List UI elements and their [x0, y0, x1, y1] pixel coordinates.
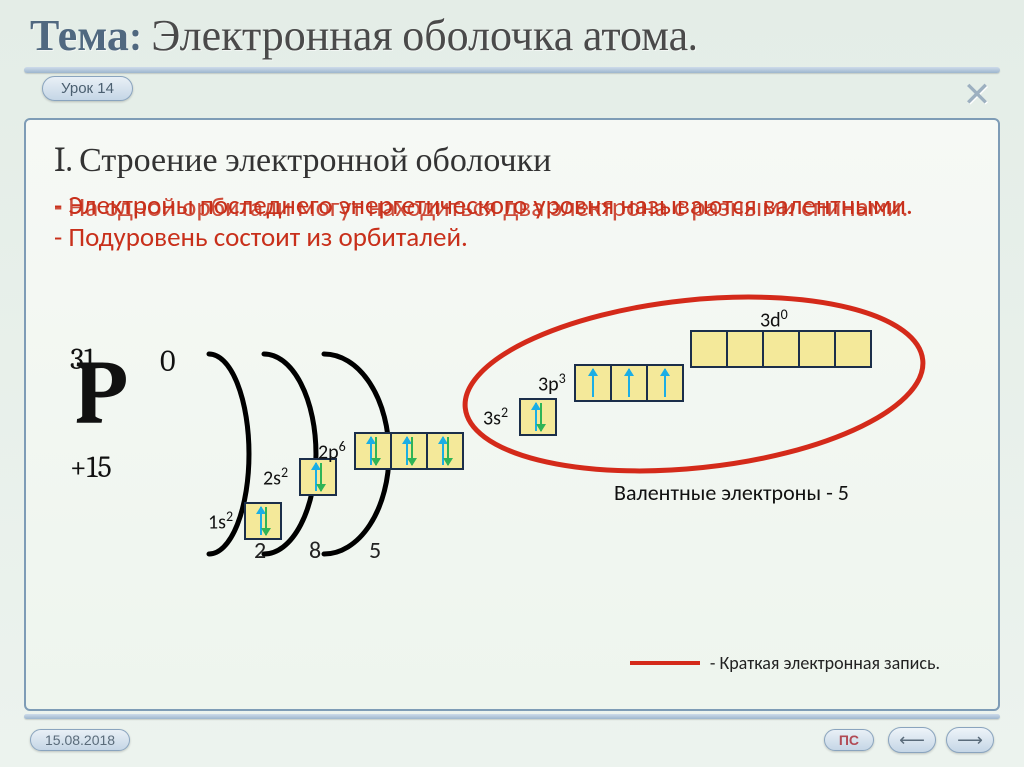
- date-badge: 15.08.2018: [30, 729, 130, 751]
- orbital-label: 2s2: [263, 464, 288, 491]
- arrow-right-icon: ⟶: [957, 730, 983, 751]
- spin-down-icon: [320, 463, 322, 491]
- spin-down-icon: [265, 507, 267, 535]
- orbital-3d: 3d0: [690, 330, 870, 368]
- lesson-badge: Урок 14: [42, 76, 133, 101]
- orbital-box: [426, 432, 464, 470]
- title-main: Электронная оболочка атома.: [151, 10, 697, 61]
- orbital-diagram: 31 0 P +15 285 1s22s22p63s23p33d0 Валент…: [54, 264, 970, 684]
- prev-button[interactable]: ⟵: [888, 727, 936, 753]
- spin-up-icon: [664, 369, 666, 397]
- orbital-box: [390, 432, 428, 470]
- slide-title: Тема: Электронная оболочка атома.: [0, 0, 1024, 61]
- orbital-box: [244, 502, 282, 540]
- orbital-2p: 2p6: [354, 432, 462, 470]
- orbital-box: [762, 330, 800, 368]
- orbital-3s: 3s2: [519, 398, 555, 436]
- close-icon[interactable]: ✕: [960, 78, 994, 112]
- orbital-box: [519, 398, 557, 436]
- orbital-box: [726, 330, 764, 368]
- valence-count-label: Валентные электроны - 5: [614, 479, 849, 506]
- arrow-left-icon: ⟵: [899, 730, 925, 751]
- orbital-box: [646, 364, 684, 402]
- spin-down-icon: [411, 437, 413, 465]
- spin-up-icon: [628, 369, 630, 397]
- orbital-box: [610, 364, 648, 402]
- section-heading: I. Строение электронной оболочки: [54, 140, 970, 180]
- ps-badge[interactable]: ПС: [824, 729, 874, 751]
- legend-text: - Краткая электронная запись.: [710, 652, 940, 674]
- orbital-label: 3p3: [538, 370, 566, 397]
- orbital-box: [574, 364, 612, 402]
- shell-arcs: [54, 264, 974, 684]
- next-button[interactable]: ⟶: [946, 727, 994, 753]
- orbital-1s: 1s2: [244, 502, 280, 540]
- legend: - Краткая электронная запись.: [630, 652, 940, 674]
- notes: - Электроны последнего энергетического у…: [54, 190, 970, 254]
- title-underline: [24, 67, 1000, 73]
- spin-down-icon: [375, 437, 377, 465]
- orbital-box: [690, 330, 728, 368]
- legend-line-icon: [630, 661, 700, 665]
- slide: Тема: Электронная оболочка атома. Урок 1…: [0, 0, 1024, 767]
- spin-down-icon: [540, 403, 542, 431]
- orbital-label: 2p6: [318, 438, 346, 465]
- note-line: - Подуровень состоит из орбиталей.: [54, 222, 970, 254]
- nav-buttons: ⟵ ⟶: [888, 727, 994, 753]
- orbital-3p: 3p3: [574, 364, 682, 402]
- spin-up-icon: [592, 369, 594, 397]
- content-panel: I. Строение электронной оболочки - Элект…: [24, 118, 1000, 711]
- orbital-box: [834, 330, 872, 368]
- orbital-label: 1s2: [208, 508, 233, 535]
- shell-count: 2: [254, 536, 266, 565]
- orbital-label: 3s2: [483, 404, 508, 431]
- orbital-box: [798, 330, 836, 368]
- orbital-label: 3d0: [760, 306, 788, 333]
- note-line: - На одной орбитали могут находиться два…: [54, 192, 908, 224]
- spin-down-icon: [447, 437, 449, 465]
- orbital-box: [354, 432, 392, 470]
- shell-count: 5: [369, 536, 381, 565]
- shell-count: 8: [309, 536, 321, 565]
- title-prefix: Тема:: [30, 10, 141, 61]
- footer: 15.08.2018 ПС ⟵ ⟶: [24, 713, 1000, 767]
